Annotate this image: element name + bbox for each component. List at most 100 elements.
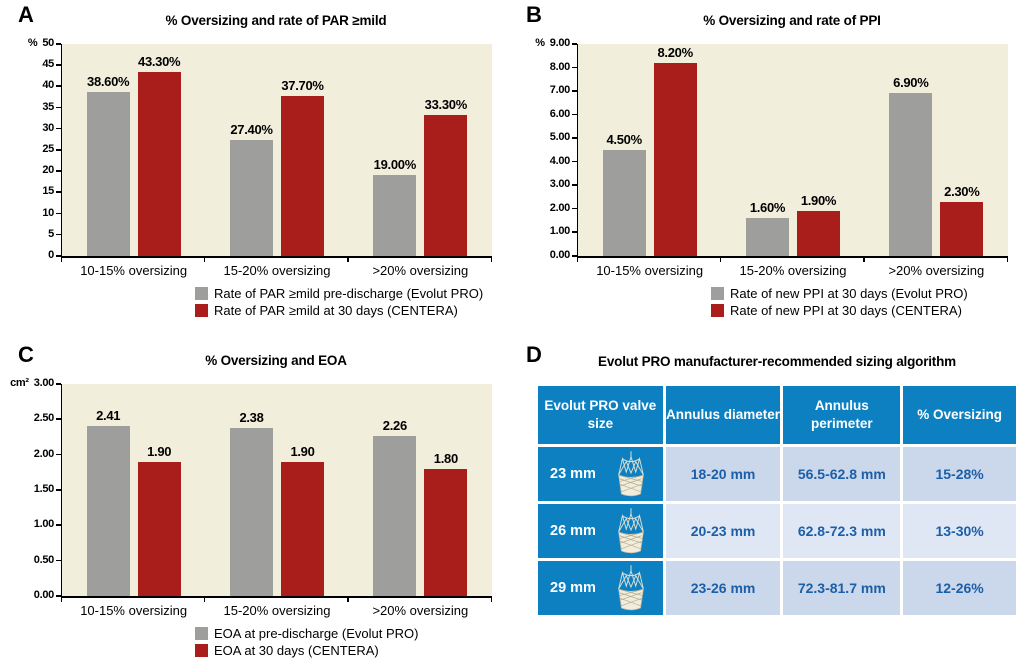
panel-d: D Evolut PRO manufacturer-recommended si…	[516, 340, 1033, 667]
y-tick-label: 35	[42, 100, 54, 113]
bar-chart-b: % 9.00 8.00 7.00 6.00 5.00 4.00 3.00 2.00 1.00 0.0…	[516, 0, 1033, 340]
x-axis-tick	[203, 598, 206, 602]
y-tick-label: 20	[42, 164, 54, 177]
y-tick-label: 2.50	[33, 412, 55, 425]
legend-c: EOA at pre-discharge (Evolut PRO) EOA at…	[195, 626, 418, 658]
valve-prosthesis-icon	[612, 506, 650, 556]
table-cell-annulus-perimeter: 56.5-62.8 mm	[783, 447, 901, 501]
y-tick	[55, 255, 61, 257]
x-axis-tick	[1006, 258, 1008, 262]
table-cell-annulus-perimeter: 62.8-72.3 mm	[783, 504, 901, 558]
y-tick-label: cm² 3.00	[10, 377, 54, 389]
bar-value-label: 1.90%	[800, 193, 837, 208]
y-tick	[571, 255, 577, 257]
legend-item: EOA at 30 days (CENTERA)	[195, 643, 418, 658]
bar-value-label: 38.60%	[87, 74, 130, 89]
y-tick-label: 5	[48, 227, 54, 240]
y-tick	[55, 149, 61, 151]
panel-letter-d: D	[526, 342, 542, 367]
table-row-valve-size: 23 mm	[538, 447, 663, 501]
y-tick-label: 2.00	[549, 201, 571, 214]
x-axis	[60, 256, 492, 258]
bar-value-label: 19.00%	[373, 157, 417, 172]
bar-value-label: 37.70%	[281, 78, 324, 93]
table-header-annulus-diameter: Annulus diameter	[665, 386, 781, 444]
y-tick-label: 1.50	[33, 483, 55, 495]
table-row-valve-size: 26 mm	[538, 504, 663, 558]
bar-series1	[373, 175, 417, 256]
legend-item: Rate of new PPI at 30 days (CENTERA)	[711, 303, 968, 318]
y-tick-label: 0.50	[33, 553, 55, 566]
legend-swatch-gray	[711, 287, 724, 300]
bar-series2	[653, 63, 697, 256]
y-tick	[55, 127, 61, 130]
x-category-label: 15-20% oversizing	[739, 263, 847, 278]
y-tick-label: 1.00	[33, 518, 55, 531]
y-tick	[571, 160, 577, 163]
bar-series2	[281, 462, 324, 596]
x-category-label: 10-15% oversizing	[80, 263, 188, 278]
bar-value-label: 2.26	[382, 418, 407, 433]
valve-size-label: 23 mm	[550, 466, 596, 482]
y-axis-unit-label: cm²	[10, 377, 29, 389]
panel-letter-a: A	[18, 2, 34, 27]
legend-label: EOA at 30 days (CENTERA)	[214, 643, 379, 658]
y-tick-label: 3.00	[549, 178, 571, 191]
y-tick-label: 10	[42, 206, 54, 219]
valve-prosthesis-icon	[612, 449, 650, 499]
bar-series1	[602, 150, 646, 256]
y-tick-label: 0	[48, 249, 54, 261]
y-tick	[55, 85, 61, 87]
bar-series2	[137, 72, 181, 256]
y-tick	[55, 383, 61, 385]
legend-b: Rate of new PPI at 30 days (Evolut PRO) …	[711, 286, 968, 318]
valve-size-label: 26 mm	[550, 523, 596, 539]
table-cell-oversizing: 12-26%	[903, 561, 1016, 615]
y-tick-label: 7.00	[549, 84, 571, 97]
bar-value-label: 1.90	[290, 444, 315, 459]
plot-area	[578, 44, 1008, 256]
y-tick	[55, 559, 61, 562]
x-category-label: 10-15% oversizing	[596, 263, 704, 278]
bar-series2	[424, 469, 468, 596]
bar-series2	[281, 96, 324, 256]
y-tick-label: % 50	[27, 37, 54, 49]
legend-item: Rate of new PPI at 30 days (Evolut PRO)	[711, 286, 968, 301]
legend-swatch-red	[195, 644, 208, 657]
y-tick	[55, 43, 61, 45]
x-category-label: >20% oversizing	[372, 603, 469, 618]
y-tick-label: 0.00	[33, 589, 55, 601]
bar-series1	[230, 428, 273, 596]
y-tick-label: 5.00	[549, 131, 571, 144]
legend-swatch-gray	[195, 287, 208, 300]
x-category-label: 10-15% oversizing	[80, 603, 188, 618]
valve-prosthesis-icon	[612, 563, 650, 613]
legend-label: Rate of PAR ≥mild pre-discharge (Evolut …	[214, 286, 484, 301]
x-axis-tick	[347, 258, 349, 262]
y-axis	[60, 44, 62, 256]
table-cell-oversizing: 13-30%	[903, 504, 1016, 558]
y-tick	[55, 64, 61, 66]
y-axis	[576, 44, 578, 256]
panel-letter-c: C	[18, 342, 34, 367]
x-category-label: >20% oversizing	[372, 263, 469, 278]
x-category-label: >20% oversizing	[888, 263, 985, 278]
y-tick	[55, 524, 61, 526]
y-tick	[571, 137, 577, 139]
table-header-oversizing: % Oversizing	[903, 386, 1016, 444]
x-category-label: 15-20% oversizing	[223, 263, 331, 278]
x-axis-tick	[203, 258, 206, 262]
x-category-label: 15-20% oversizing	[223, 603, 331, 618]
x-axis-tick	[719, 258, 722, 262]
y-tick-label: 4.00	[549, 154, 571, 167]
y-tick	[55, 595, 61, 597]
y-tick	[571, 66, 577, 69]
bar-value-label: 2.41	[96, 408, 121, 423]
y-tick	[571, 43, 577, 45]
bar-value-label: 4.50%	[606, 132, 642, 147]
x-axis-tick	[863, 258, 865, 262]
bar-series1	[746, 218, 789, 256]
x-axis-tick	[576, 258, 578, 262]
panel-c: C % Oversizing and EOA cm² 3.00 2.50 2.00 1.…	[0, 340, 516, 667]
